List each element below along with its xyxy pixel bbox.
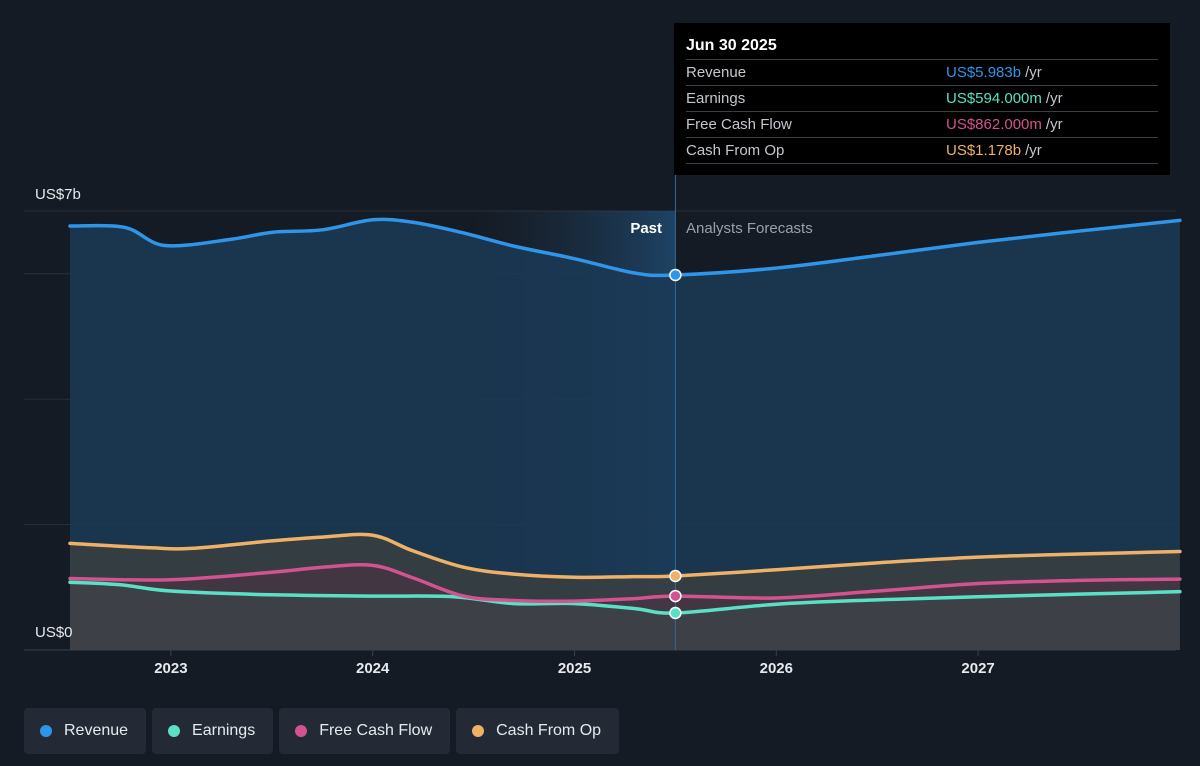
- legend-item-earnings[interactable]: Earnings: [152, 708, 274, 754]
- earnings-line: [68, 580, 1182, 615]
- earnings-marker: [669, 606, 682, 620]
- x-axis-ticks: 2023 2024 2025 2026 2027: [154, 650, 995, 677]
- tooltip-row-unit: /yr: [1045, 90, 1063, 107]
- legend: Revenue Earnings Free Cash Flow Cash From O…: [24, 708, 620, 754]
- legend-dot-icon: [40, 725, 52, 737]
- series-lines: [68, 217, 1182, 615]
- x-tick-label: 2025: [558, 660, 591, 677]
- tooltip-row-label: Cash From Op: [686, 142, 785, 159]
- legend-dot-icon: [295, 725, 308, 737]
- tooltip-row-value: US$594.000m: [946, 90, 1042, 107]
- tooltip-row-value: US$862.000m: [946, 116, 1042, 133]
- legend-item-free-cash-flow[interactable]: Free Cash Flow: [279, 708, 451, 754]
- y-axis-top-label: US$7b: [35, 186, 81, 203]
- x-tick-label: 2026: [760, 660, 793, 677]
- tooltip-row-value: US$1.178b: [946, 142, 1022, 159]
- financial-chart: US$7b US$0 Past Analysts Forecasts 2023 2…: [24, 175, 1182, 677]
- tooltip-panel: Jun 30 2025 Revenue US$5.983b/yr Earnings U…: [674, 23, 1170, 175]
- tooltip-date: Jun 30 2025: [686, 37, 777, 54]
- x-tick-label: 2023: [154, 660, 187, 677]
- revenue-line: [68, 217, 1182, 278]
- analysts-forecasts-label: Analysts Forecasts: [686, 220, 813, 237]
- revenue-marker: [669, 268, 682, 282]
- tooltip-row-label: Earnings: [686, 90, 746, 107]
- x-tick-label: 2027: [961, 660, 994, 677]
- legend-item-label: Earnings: [192, 722, 256, 739]
- series-areas: [70, 219, 1180, 650]
- tooltip-row-value: US$5.983b: [946, 64, 1022, 81]
- tooltip-row-unit: /yr: [1045, 116, 1063, 133]
- tooltip-row: Free Cash Flow US$862.000m/yr: [686, 111, 1158, 137]
- tooltip-row-label: Revenue: [686, 64, 747, 81]
- tooltip-row: Cash From Op US$1.178b/yr: [686, 137, 1158, 164]
- cash-from-op-marker: [669, 569, 682, 583]
- free-cash-flow-marker: [669, 589, 682, 603]
- tooltip-row: Revenue US$5.983b/yr: [686, 59, 1158, 85]
- series-markers: [669, 268, 682, 620]
- legend-item-revenue[interactable]: Revenue: [24, 708, 147, 754]
- past-label: Past: [630, 220, 662, 237]
- legend-item-label: Cash From Op: [496, 722, 602, 739]
- legend-dot-icon: [168, 725, 181, 737]
- cash-from-op-line: [68, 532, 1182, 580]
- legend-item-label: Revenue: [64, 722, 129, 739]
- y-axis-bottom-label: US$0: [35, 624, 73, 641]
- tooltip-row-unit: /yr: [1025, 64, 1042, 81]
- tooltip-row: Earnings US$594.000m/yr: [686, 85, 1158, 111]
- tooltip-row-unit: /yr: [1025, 142, 1042, 159]
- legend-item-cash-from-op[interactable]: Cash From Op: [456, 708, 620, 754]
- x-tick-label: 2024: [356, 660, 390, 677]
- free-cash-flow-line: [68, 562, 1182, 603]
- legend-dot-icon: [472, 725, 485, 737]
- tooltip-row-label: Free Cash Flow: [686, 116, 792, 133]
- legend-item-label: Free Cash Flow: [319, 722, 433, 739]
